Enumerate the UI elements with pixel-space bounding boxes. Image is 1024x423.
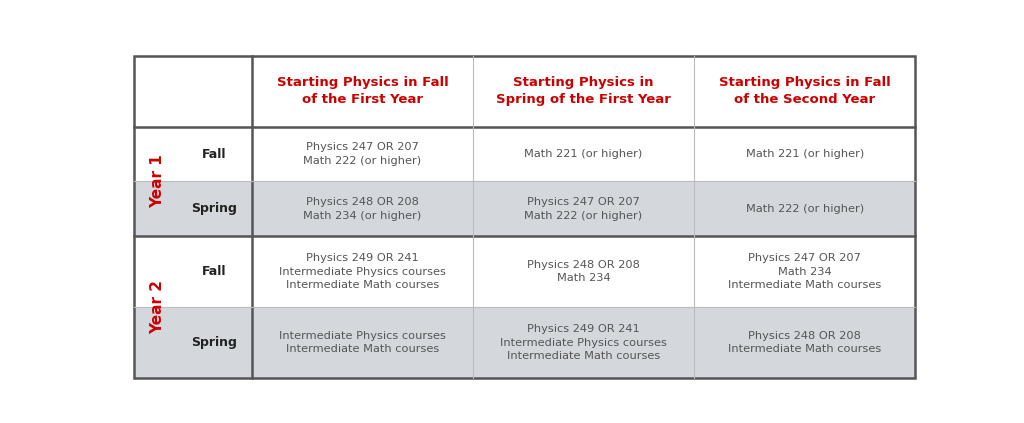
Text: Starting Physics in Fall
of the First Year: Starting Physics in Fall of the First Ye…: [276, 76, 449, 107]
Text: Physics 249 OR 241
Intermediate Physics courses
Intermediate Math courses: Physics 249 OR 241 Intermediate Physics …: [500, 324, 667, 361]
Polygon shape: [252, 307, 473, 378]
Text: Math 221 (or higher): Math 221 (or higher): [524, 149, 643, 159]
Text: Math 221 (or higher): Math 221 (or higher): [745, 149, 864, 159]
Polygon shape: [473, 307, 694, 378]
Text: Physics 247 OR 207
Math 234
Intermediate Math courses: Physics 247 OR 207 Math 234 Intermediate…: [728, 253, 882, 290]
Polygon shape: [252, 236, 473, 307]
Polygon shape: [473, 236, 694, 307]
Polygon shape: [134, 126, 252, 181]
Polygon shape: [252, 126, 473, 181]
Polygon shape: [473, 126, 694, 181]
Text: Year 2: Year 2: [151, 280, 165, 334]
Text: Starting Physics in
Spring of the First Year: Starting Physics in Spring of the First …: [496, 76, 671, 107]
Polygon shape: [134, 181, 252, 236]
Text: Physics 247 OR 207
Math 222 (or higher): Physics 247 OR 207 Math 222 (or higher): [524, 197, 643, 220]
Polygon shape: [694, 181, 915, 236]
Polygon shape: [473, 181, 694, 236]
Text: Starting Physics in Fall
of the Second Year: Starting Physics in Fall of the Second Y…: [719, 76, 891, 107]
Text: Physics 248 OR 208
Intermediate Math courses: Physics 248 OR 208 Intermediate Math cou…: [728, 331, 882, 354]
Text: Physics 248 OR 208
Math 234: Physics 248 OR 208 Math 234: [527, 260, 640, 283]
Text: Intermediate Physics courses
Intermediate Math courses: Intermediate Physics courses Intermediat…: [279, 331, 445, 354]
Polygon shape: [252, 56, 473, 126]
Text: Spring: Spring: [191, 202, 238, 215]
Polygon shape: [252, 181, 473, 236]
Text: Math 222 (or higher): Math 222 (or higher): [745, 204, 863, 214]
Polygon shape: [694, 126, 915, 181]
Text: Physics 248 OR 208
Math 234 (or higher): Physics 248 OR 208 Math 234 (or higher): [303, 197, 422, 220]
Text: Physics 249 OR 241
Intermediate Physics courses
Intermediate Math courses: Physics 249 OR 241 Intermediate Physics …: [279, 253, 445, 290]
Text: Fall: Fall: [202, 148, 226, 160]
Polygon shape: [134, 236, 252, 307]
Text: Spring: Spring: [191, 336, 238, 349]
Polygon shape: [134, 56, 252, 126]
Polygon shape: [134, 307, 252, 378]
Text: Year 1: Year 1: [151, 154, 165, 208]
Text: Physics 247 OR 207
Math 222 (or higher): Physics 247 OR 207 Math 222 (or higher): [303, 142, 422, 166]
Polygon shape: [473, 56, 694, 126]
Text: Fall: Fall: [202, 265, 226, 278]
Polygon shape: [694, 307, 915, 378]
Polygon shape: [694, 56, 915, 126]
Polygon shape: [694, 236, 915, 307]
